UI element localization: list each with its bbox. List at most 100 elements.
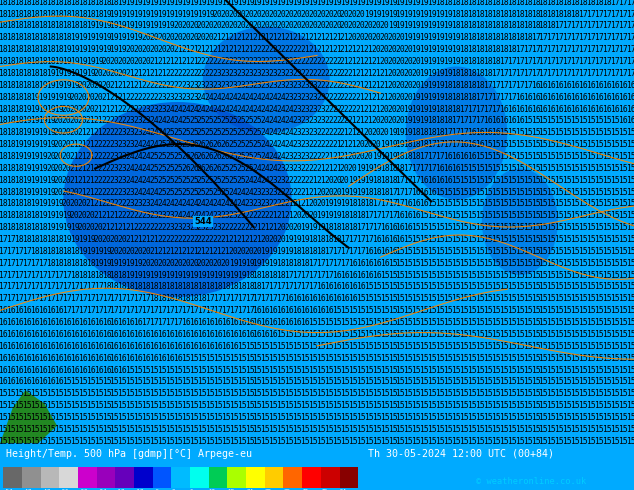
Text: 15: 15 <box>618 235 628 244</box>
Text: 15: 15 <box>308 366 318 374</box>
Text: 15: 15 <box>443 401 453 410</box>
Text: 15: 15 <box>594 247 604 256</box>
Text: 20: 20 <box>70 199 79 208</box>
Text: 20: 20 <box>236 10 247 19</box>
Text: 15: 15 <box>276 425 286 434</box>
Text: 15: 15 <box>555 188 564 196</box>
Text: 16: 16 <box>610 81 620 90</box>
Text: 17: 17 <box>308 282 318 292</box>
Text: 17: 17 <box>213 306 223 315</box>
Text: 22: 22 <box>324 93 333 101</box>
Text: 17: 17 <box>499 69 508 78</box>
Text: 16: 16 <box>46 342 56 351</box>
Text: 18: 18 <box>0 93 8 101</box>
Text: 18: 18 <box>475 0 485 7</box>
Text: 18: 18 <box>117 282 127 292</box>
Text: 15: 15 <box>451 425 461 434</box>
Text: 15: 15 <box>436 188 445 196</box>
Text: 15: 15 <box>531 152 540 161</box>
Text: 23: 23 <box>181 223 191 232</box>
Text: 16: 16 <box>348 259 358 268</box>
Text: 18: 18 <box>411 140 421 149</box>
Text: 22: 22 <box>126 93 135 101</box>
Text: 17: 17 <box>586 45 596 54</box>
Bar <box>59 466 78 488</box>
Text: 15: 15 <box>475 199 485 208</box>
Text: 15: 15 <box>324 389 333 398</box>
Text: 20: 20 <box>141 259 151 268</box>
Text: 19: 19 <box>292 235 302 244</box>
Text: 19: 19 <box>46 128 56 137</box>
Text: 23: 23 <box>245 81 254 90</box>
Text: 15: 15 <box>626 330 634 339</box>
Text: 18: 18 <box>301 247 310 256</box>
Text: 21: 21 <box>126 223 135 232</box>
Text: 15: 15 <box>467 401 477 410</box>
Text: 19: 19 <box>141 270 151 280</box>
Text: 15: 15 <box>467 389 477 398</box>
Text: 15: 15 <box>324 437 333 446</box>
Text: 15: 15 <box>403 437 413 446</box>
Text: 18: 18 <box>6 176 16 185</box>
Text: 16: 16 <box>578 93 588 101</box>
Text: 22: 22 <box>141 223 151 232</box>
Text: 15: 15 <box>547 306 556 315</box>
Text: 22: 22 <box>268 57 278 66</box>
Text: 18: 18 <box>436 128 445 137</box>
Text: 15: 15 <box>292 413 302 422</box>
Text: 20: 20 <box>54 188 63 196</box>
Text: 15: 15 <box>475 437 485 446</box>
Text: 21: 21 <box>340 152 350 161</box>
Text: 15: 15 <box>618 176 628 185</box>
Text: 26: 26 <box>221 140 231 149</box>
Polygon shape <box>0 390 57 443</box>
Text: 15: 15 <box>403 282 413 292</box>
Text: 15: 15 <box>284 366 294 374</box>
Text: 15: 15 <box>586 413 596 422</box>
Text: 15: 15 <box>110 377 119 387</box>
Text: 24: 24 <box>246 489 253 490</box>
Text: 16: 16 <box>419 199 429 208</box>
Text: 18: 18 <box>54 259 63 268</box>
Text: 21: 21 <box>324 45 333 54</box>
Text: 16: 16 <box>14 342 24 351</box>
Text: 23: 23 <box>292 140 302 149</box>
Text: 18: 18 <box>22 81 32 90</box>
Text: 18: 18 <box>78 259 87 268</box>
Text: 18: 18 <box>467 69 477 78</box>
Text: 20: 20 <box>133 57 143 66</box>
Text: 17: 17 <box>618 22 628 30</box>
Text: 15: 15 <box>571 235 580 244</box>
Text: 15: 15 <box>531 354 540 363</box>
Text: 20: 20 <box>292 211 302 220</box>
Text: 19: 19 <box>332 199 342 208</box>
Text: 16: 16 <box>364 247 373 256</box>
Text: 15: 15 <box>94 389 103 398</box>
Text: 15: 15 <box>618 199 628 208</box>
Text: 15: 15 <box>411 294 421 303</box>
Text: 15: 15 <box>38 413 48 422</box>
Text: 16: 16 <box>261 330 270 339</box>
Text: 15: 15 <box>491 235 501 244</box>
Text: 22: 22 <box>213 235 223 244</box>
Text: 15: 15 <box>610 188 620 196</box>
Text: 15: 15 <box>538 294 548 303</box>
Text: 21: 21 <box>117 223 127 232</box>
Text: 15: 15 <box>571 425 580 434</box>
Text: 15: 15 <box>475 282 485 292</box>
Text: 23: 23 <box>301 140 310 149</box>
Text: 15: 15 <box>396 247 405 256</box>
Text: 15: 15 <box>610 425 620 434</box>
Text: 15: 15 <box>30 389 40 398</box>
Text: 23: 23 <box>141 116 151 125</box>
Text: 15: 15 <box>594 211 604 220</box>
Text: 18: 18 <box>555 0 564 7</box>
Text: 15: 15 <box>555 223 564 232</box>
Text: 18: 18 <box>189 294 198 303</box>
Text: 15: 15 <box>515 270 524 280</box>
Text: 15: 15 <box>451 354 461 363</box>
Text: 15: 15 <box>475 389 485 398</box>
Text: 15: 15 <box>499 294 508 303</box>
Text: 15: 15 <box>181 366 191 374</box>
Text: 15: 15 <box>515 235 524 244</box>
